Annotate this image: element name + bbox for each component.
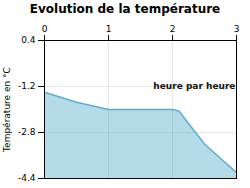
html-text:Evolution de la température: Evolution de la température bbox=[29, 2, 221, 16]
svg-text:-1.2: -1.2 bbox=[18, 81, 36, 91]
svg-text:3: 3 bbox=[234, 24, 240, 34]
svg-text:0: 0 bbox=[42, 24, 48, 34]
svg-text:-4.4: -4.4 bbox=[18, 173, 36, 183]
svg-text:0.4: 0.4 bbox=[21, 35, 36, 45]
svg-text:1: 1 bbox=[106, 24, 112, 34]
svg-text:Température en °C: Température en °C bbox=[2, 67, 12, 153]
svg-text:heure par heure: heure par heure bbox=[153, 81, 235, 91]
svg-text:-2.8: -2.8 bbox=[18, 127, 36, 137]
svg-text:2: 2 bbox=[170, 24, 176, 34]
